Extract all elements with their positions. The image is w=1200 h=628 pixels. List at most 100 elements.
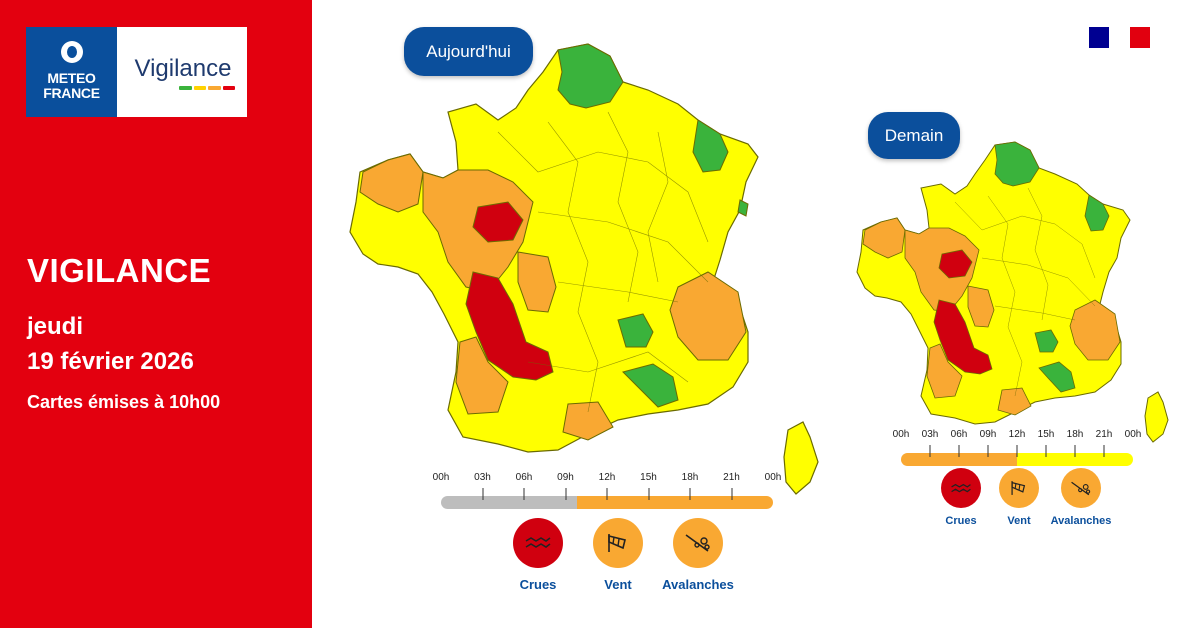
risk-label: Crues xyxy=(519,577,557,592)
meteo-france-logo: METEO FRANCE xyxy=(26,27,117,117)
timeline-tick xyxy=(565,488,566,500)
left-panel: METEO FRANCE Vigilance VIGILANCE jeudi 1… xyxy=(0,0,312,628)
flood-icon xyxy=(525,537,551,548)
risk-label: Avalanches xyxy=(662,577,734,592)
region-centre-green xyxy=(1034,329,1059,353)
region-alsace-green xyxy=(737,199,749,217)
risk-avalanches: Avalanches xyxy=(662,518,734,592)
timeline-segment-orange xyxy=(577,496,773,509)
timeline-hour-label: 03h xyxy=(921,429,939,440)
corsica-yellow-zone xyxy=(783,421,819,495)
region-pyrenees-orange xyxy=(562,401,614,441)
timeline-hour-label: 21h xyxy=(1095,429,1113,440)
timeline-tick xyxy=(648,488,649,500)
timeline-hour-label: 00h xyxy=(432,472,450,483)
risk-label: Vent xyxy=(1007,515,1031,527)
vigilance-color-bars xyxy=(179,86,235,90)
region-brittany-orange xyxy=(359,153,424,213)
timeline-tick xyxy=(482,488,483,500)
logo-meteo-france-vigilance: METEO FRANCE Vigilance xyxy=(26,27,247,117)
avalanches-orange-badge xyxy=(1061,468,1101,508)
region-north-green xyxy=(557,43,624,109)
timeline-hour-label: 03h xyxy=(474,472,491,483)
region-loire-red xyxy=(472,201,524,243)
vigilance-logo-text: Vigilance xyxy=(134,55,232,82)
timeline-tick xyxy=(987,445,989,457)
timeline-hour-label: 00h xyxy=(1124,429,1142,440)
timeline-hour-label: 00h xyxy=(764,472,782,483)
meteo-france-wordmark: METEO FRANCE xyxy=(43,70,100,101)
timeline-tick xyxy=(1045,445,1047,457)
timeline-tick xyxy=(958,445,960,457)
region-centrewest-orange xyxy=(517,251,557,313)
republique-francaise-flag-icon xyxy=(1089,27,1150,48)
today-label: Aujourd'hui xyxy=(404,27,533,76)
timeline-tick xyxy=(606,488,608,500)
timeline-tick xyxy=(731,488,732,500)
region-landes-orange xyxy=(455,336,509,415)
risk-label: Crues xyxy=(945,515,977,527)
avalanches-orange-badge xyxy=(673,518,723,568)
wind-sock-icon xyxy=(608,534,626,552)
region-south-green xyxy=(622,363,679,408)
region-alps-orange xyxy=(669,271,747,361)
today-timeline-bar xyxy=(441,496,773,509)
timeline-tick xyxy=(523,488,525,500)
region-south-green xyxy=(1038,361,1076,393)
timeline-hour-label: 06h xyxy=(515,472,533,483)
timeline-hour-label: 15h xyxy=(640,472,657,483)
tomorrow-timeline-hours: 00h 03h 06h 09h 12h 15h 18h 21h 00h xyxy=(893,429,1142,443)
crues-red-badge xyxy=(513,518,563,568)
risk-vent: Vent xyxy=(992,468,1046,527)
crues-red-badge xyxy=(941,468,981,508)
region-southwest-red xyxy=(933,299,993,375)
tomorrow-label: Demain xyxy=(868,112,960,159)
bulletin-date: 19 février 2026 xyxy=(27,348,194,375)
today-timeline-hours: 00h 03h 06h 09h 12h 15h 18h 21h 00h xyxy=(433,472,782,486)
tomorrow-timeline-ticks xyxy=(901,445,1133,457)
timeline-hour-label: 21h xyxy=(723,472,740,483)
timeline-hour-label: 12h xyxy=(1008,429,1026,440)
corsica-yellow-zone xyxy=(1144,391,1169,443)
risk-crues: Crues xyxy=(934,468,988,527)
risk-label: Vent xyxy=(604,577,632,592)
issued-time: Cartes émises à 10h00 xyxy=(27,392,221,412)
timeline-hour-label: 00h xyxy=(892,429,910,440)
today-vigilance-map xyxy=(349,43,819,495)
timeline-hour-label: 06h xyxy=(950,429,968,440)
tomorrow-timeline: 00h 03h 06h 09h 12h 15h 18h 21h 00h xyxy=(893,429,1142,466)
region-north-green xyxy=(994,141,1040,187)
wind-sock-icon xyxy=(1011,481,1026,495)
risk-crues: Crues xyxy=(503,518,573,592)
vigilance-title: VIGILANCE xyxy=(27,252,212,289)
day-of-week: jeudi xyxy=(27,313,84,340)
meteo-france-emblem-icon xyxy=(61,41,83,63)
tomorrow-vigilance-map xyxy=(856,141,1169,443)
region-centre-green xyxy=(617,313,654,348)
region-northeast-green xyxy=(692,119,729,173)
region-loire-red xyxy=(938,249,973,279)
timeline-tick xyxy=(1103,445,1105,457)
timeline-hour-label: 18h xyxy=(1066,429,1084,440)
timeline-segment-grey xyxy=(441,496,578,509)
vent-orange-badge xyxy=(999,468,1039,508)
region-brittany-orange xyxy=(862,217,906,259)
avalanche-icon xyxy=(685,534,710,552)
region-landes-orange xyxy=(926,343,963,399)
region-southwest-red xyxy=(465,271,554,381)
timeline-hour-label: 09h xyxy=(979,429,997,440)
region-northeast-green xyxy=(1084,194,1110,232)
timeline-tick xyxy=(929,445,931,457)
timeline-tick xyxy=(689,488,691,500)
risk-avalanches: Avalanches xyxy=(1046,468,1116,527)
risk-label: Avalanches xyxy=(1050,515,1112,527)
timeline-hour-label: 18h xyxy=(681,472,699,483)
region-centrewest-orange xyxy=(967,285,995,328)
tomorrow-risk-list: Crues Vent Avalanches xyxy=(934,468,1116,527)
region-pyrenees-orange xyxy=(997,387,1032,416)
timeline-tick xyxy=(1074,445,1076,457)
mainland-yellow-zone xyxy=(349,43,759,453)
risk-vent: Vent xyxy=(583,518,653,592)
timeline-hour-label: 12h xyxy=(598,472,616,483)
avalanche-icon xyxy=(1071,481,1091,495)
